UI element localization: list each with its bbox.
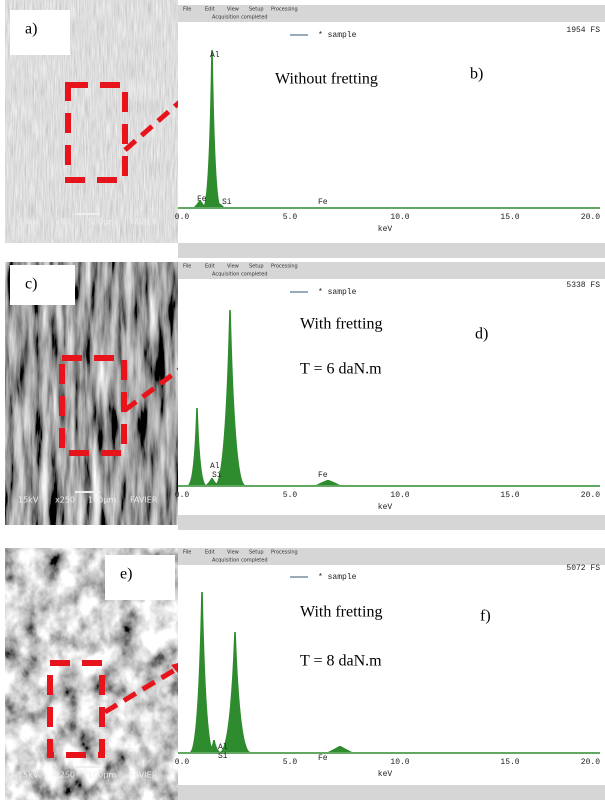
menu-item: Edit xyxy=(205,7,215,13)
x-tick-label: 0.0 xyxy=(175,758,190,767)
condition: Without fretting xyxy=(275,71,378,88)
image-label: c) xyxy=(25,276,37,293)
legend: * sample xyxy=(318,288,357,297)
sem-caption: x40 xyxy=(55,218,70,227)
peak-label: Al xyxy=(218,743,228,752)
menu-item: View xyxy=(227,7,239,13)
image-label: e) xyxy=(120,566,132,583)
peak-label: Si xyxy=(218,752,228,761)
spectrum-label: b) xyxy=(470,66,483,83)
x-tick-label: 15.0 xyxy=(500,758,519,767)
spectrum-label: d) xyxy=(475,326,488,343)
sem-caption: 15kV xyxy=(18,496,39,505)
x-tick-label: 0.0 xyxy=(175,213,190,222)
menu-item: Setup xyxy=(249,7,264,13)
peak-label: Al xyxy=(210,462,220,471)
x-axis-label: keV xyxy=(378,770,393,779)
menu-item: File xyxy=(183,264,191,270)
menu-item: File xyxy=(183,550,191,556)
sem-caption: 15kV xyxy=(18,218,39,227)
x-tick-label: 5.0 xyxy=(283,491,298,500)
image-label-box xyxy=(10,265,75,305)
x-axis-label: keV xyxy=(378,225,393,234)
sem-caption: FAVIER xyxy=(130,771,158,780)
menu-item: Edit xyxy=(205,264,215,270)
status-text: Acquisition completed xyxy=(212,272,268,278)
page: {"toolbar": {"menu": ["File", "Edit", "V… xyxy=(0,0,605,800)
menu-item: Processing xyxy=(271,7,298,13)
spectrum-label: f) xyxy=(480,608,491,625)
sem-caption: 500μm xyxy=(88,218,116,227)
figure: a) 15kV x40 500μm FAVIER File Edit View Setup Pro… xyxy=(0,0,605,800)
torque: T = 6 daN.m xyxy=(300,361,382,378)
control-bar xyxy=(178,243,605,258)
x-axis-label: keV xyxy=(378,503,393,512)
menu-item: View xyxy=(227,550,239,556)
peak-label: Fe xyxy=(318,754,328,763)
peak-label: Si xyxy=(222,198,232,207)
x-tick-label: 10.0 xyxy=(390,491,409,500)
x-tick-label: 20.0 xyxy=(581,491,600,500)
status-text: Acquisition completed xyxy=(212,15,268,21)
peak-label: Fe xyxy=(197,195,207,204)
x-tick-label: 15.0 xyxy=(500,213,519,222)
peak-label: Si xyxy=(212,471,222,480)
condition: With fretting xyxy=(300,604,382,621)
menu-item: Setup xyxy=(249,550,264,556)
x-tick-label: 15.0 xyxy=(500,491,519,500)
torque: T = 8 daN.m xyxy=(300,653,382,670)
menu-item: Edit xyxy=(205,550,215,556)
sem-caption: 100μm xyxy=(88,771,116,780)
menu-item: Processing xyxy=(271,550,298,556)
control-bar xyxy=(178,515,605,530)
menu-item: Processing xyxy=(271,264,298,270)
sem-caption: 100μm xyxy=(88,496,116,505)
sem-caption: x250 xyxy=(55,771,75,780)
image-label-box xyxy=(105,555,175,600)
status-text: Acquisition completed xyxy=(212,558,268,564)
condition: With fretting xyxy=(300,316,382,333)
x-tick-label: 10.0 xyxy=(390,213,409,222)
peak-label: Fe xyxy=(318,198,328,207)
full-scale: 5072 FS xyxy=(566,564,600,573)
image-label-box xyxy=(10,10,70,55)
full-scale: 1954 FS xyxy=(566,26,600,35)
x-tick-label: 5.0 xyxy=(283,213,298,222)
spectrum-bg xyxy=(178,262,605,530)
peak-label: Al xyxy=(210,51,220,60)
sem-caption: x250 xyxy=(55,496,75,505)
legend: * sample xyxy=(318,573,357,582)
x-tick-label: 5.0 xyxy=(283,758,298,767)
control-bar xyxy=(178,785,605,800)
full-scale: 5338 FS xyxy=(566,281,600,290)
x-tick-label: 10.0 xyxy=(390,758,409,767)
legend: * sample xyxy=(318,31,357,40)
peak-label: Fe xyxy=(318,471,328,480)
x-tick-label: 20.0 xyxy=(581,758,600,767)
menu-item: File xyxy=(183,7,191,13)
sem-caption: FAVIER xyxy=(130,218,158,227)
sem-caption: FAVIER xyxy=(130,496,158,505)
x-tick-label: 0.0 xyxy=(175,491,190,500)
sem-caption: 15kV xyxy=(18,771,39,780)
menu-item: Setup xyxy=(249,264,264,270)
x-tick-label: 20.0 xyxy=(581,213,600,222)
menu-item: View xyxy=(227,264,239,270)
image-label: a) xyxy=(25,21,37,38)
